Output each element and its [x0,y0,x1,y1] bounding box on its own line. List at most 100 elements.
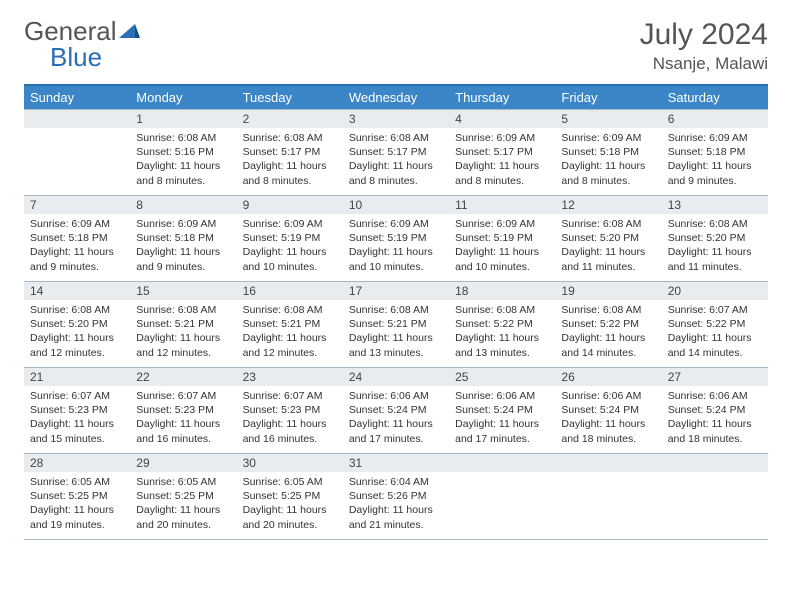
day-number: 5 [555,110,661,128]
calendar-week-row: 7Sunrise: 6:09 AMSunset: 5:18 PMDaylight… [24,196,768,282]
day-details: Sunrise: 6:06 AMSunset: 5:24 PMDaylight:… [555,386,661,450]
day-details: Sunrise: 6:09 AMSunset: 5:19 PMDaylight:… [449,214,555,278]
day-details: Sunrise: 6:08 AMSunset: 5:21 PMDaylight:… [130,300,236,364]
calendar-cell: 7Sunrise: 6:09 AMSunset: 5:18 PMDaylight… [24,196,130,282]
day-header: Friday [555,85,661,110]
day-details: Sunrise: 6:09 AMSunset: 5:19 PMDaylight:… [343,214,449,278]
day-details: Sunrise: 6:06 AMSunset: 5:24 PMDaylight:… [449,386,555,450]
sunrise-text: Sunrise: 6:09 AM [668,131,762,145]
day-number: 6 [662,110,768,128]
daylight-text: Daylight: 11 hours and 17 minutes. [349,417,443,445]
day-details: Sunrise: 6:06 AMSunset: 5:24 PMDaylight:… [343,386,449,450]
day-number: 16 [237,282,343,300]
sunset-text: Sunset: 5:17 PM [455,145,549,159]
sunset-text: Sunset: 5:20 PM [668,231,762,245]
day-number: 13 [662,196,768,214]
daylight-text: Daylight: 11 hours and 11 minutes. [561,245,655,273]
day-number: 29 [130,454,236,472]
calendar-cell: 30Sunrise: 6:05 AMSunset: 5:25 PMDayligh… [237,454,343,540]
calendar-cell [662,454,768,540]
day-details: Sunrise: 6:08 AMSunset: 5:22 PMDaylight:… [555,300,661,364]
sunrise-text: Sunrise: 6:08 AM [30,303,124,317]
daylight-text: Daylight: 11 hours and 16 minutes. [243,417,337,445]
calendar-cell: 1Sunrise: 6:08 AMSunset: 5:16 PMDaylight… [130,110,236,196]
sunset-text: Sunset: 5:24 PM [668,403,762,417]
day-details: Sunrise: 6:08 AMSunset: 5:20 PMDaylight:… [24,300,130,364]
day-details: Sunrise: 6:08 AMSunset: 5:17 PMDaylight:… [237,128,343,192]
location: Nsanje, Malawi [640,54,768,74]
sunrise-text: Sunrise: 6:08 AM [136,131,230,145]
daylight-text: Daylight: 11 hours and 14 minutes. [668,331,762,359]
sunrise-text: Sunrise: 6:08 AM [349,131,443,145]
day-number: 27 [662,368,768,386]
calendar-cell: 5Sunrise: 6:09 AMSunset: 5:18 PMDaylight… [555,110,661,196]
sunrise-text: Sunrise: 6:08 AM [243,131,337,145]
daylight-text: Daylight: 11 hours and 21 minutes. [349,503,443,531]
daylight-text: Daylight: 11 hours and 17 minutes. [455,417,549,445]
day-details: Sunrise: 6:07 AMSunset: 5:23 PMDaylight:… [24,386,130,450]
daylight-text: Daylight: 11 hours and 8 minutes. [243,159,337,187]
calendar-week-row: 21Sunrise: 6:07 AMSunset: 5:23 PMDayligh… [24,368,768,454]
sunrise-text: Sunrise: 6:07 AM [243,389,337,403]
day-number: 3 [343,110,449,128]
day-number [24,110,130,128]
day-details: Sunrise: 6:07 AMSunset: 5:23 PMDaylight:… [237,386,343,450]
day-details: Sunrise: 6:09 AMSunset: 5:18 PMDaylight:… [24,214,130,278]
day-number: 30 [237,454,343,472]
sunrise-text: Sunrise: 6:09 AM [136,217,230,231]
day-number: 26 [555,368,661,386]
day-header: Monday [130,85,236,110]
day-number: 15 [130,282,236,300]
day-number: 18 [449,282,555,300]
logo-triangle-icon [119,18,141,44]
sunset-text: Sunset: 5:23 PM [30,403,124,417]
calendar-cell: 27Sunrise: 6:06 AMSunset: 5:24 PMDayligh… [662,368,768,454]
daylight-text: Daylight: 11 hours and 8 minutes. [136,159,230,187]
sunrise-text: Sunrise: 6:05 AM [243,475,337,489]
sunset-text: Sunset: 5:21 PM [349,317,443,331]
day-number: 14 [24,282,130,300]
day-details: Sunrise: 6:05 AMSunset: 5:25 PMDaylight:… [237,472,343,536]
day-header: Tuesday [237,85,343,110]
daylight-text: Daylight: 11 hours and 15 minutes. [30,417,124,445]
calendar-cell: 16Sunrise: 6:08 AMSunset: 5:21 PMDayligh… [237,282,343,368]
calendar-cell: 8Sunrise: 6:09 AMSunset: 5:18 PMDaylight… [130,196,236,282]
sunset-text: Sunset: 5:18 PM [136,231,230,245]
sunrise-text: Sunrise: 6:06 AM [668,389,762,403]
calendar-cell: 6Sunrise: 6:09 AMSunset: 5:18 PMDaylight… [662,110,768,196]
sunrise-text: Sunrise: 6:05 AM [30,475,124,489]
sunrise-text: Sunrise: 6:08 AM [136,303,230,317]
day-header: Sunday [24,85,130,110]
calendar-cell: 29Sunrise: 6:05 AMSunset: 5:25 PMDayligh… [130,454,236,540]
calendar-cell: 19Sunrise: 6:08 AMSunset: 5:22 PMDayligh… [555,282,661,368]
calendar-cell: 2Sunrise: 6:08 AMSunset: 5:17 PMDaylight… [237,110,343,196]
sunrise-text: Sunrise: 6:09 AM [561,131,655,145]
day-number: 17 [343,282,449,300]
sunset-text: Sunset: 5:18 PM [561,145,655,159]
calendar-cell: 26Sunrise: 6:06 AMSunset: 5:24 PMDayligh… [555,368,661,454]
sunrise-text: Sunrise: 6:07 AM [30,389,124,403]
day-details: Sunrise: 6:05 AMSunset: 5:25 PMDaylight:… [24,472,130,536]
calendar-cell: 3Sunrise: 6:08 AMSunset: 5:17 PMDaylight… [343,110,449,196]
day-details: Sunrise: 6:09 AMSunset: 5:18 PMDaylight:… [130,214,236,278]
sunset-text: Sunset: 5:25 PM [243,489,337,503]
sunrise-text: Sunrise: 6:08 AM [455,303,549,317]
day-number: 19 [555,282,661,300]
day-number [555,454,661,472]
calendar-cell: 21Sunrise: 6:07 AMSunset: 5:23 PMDayligh… [24,368,130,454]
sunrise-text: Sunrise: 6:08 AM [561,217,655,231]
sunset-text: Sunset: 5:23 PM [136,403,230,417]
calendar-cell: 15Sunrise: 6:08 AMSunset: 5:21 PMDayligh… [130,282,236,368]
sunrise-text: Sunrise: 6:07 AM [668,303,762,317]
sunrise-text: Sunrise: 6:08 AM [561,303,655,317]
sunrise-text: Sunrise: 6:09 AM [455,131,549,145]
sunset-text: Sunset: 5:16 PM [136,145,230,159]
daylight-text: Daylight: 11 hours and 9 minutes. [668,159,762,187]
day-details: Sunrise: 6:09 AMSunset: 5:19 PMDaylight:… [237,214,343,278]
month-title: July 2024 [640,18,768,52]
day-number: 4 [449,110,555,128]
daylight-text: Daylight: 11 hours and 10 minutes. [455,245,549,273]
calendar-cell: 11Sunrise: 6:09 AMSunset: 5:19 PMDayligh… [449,196,555,282]
day-header-row: Sunday Monday Tuesday Wednesday Thursday… [24,85,768,110]
daylight-text: Daylight: 11 hours and 9 minutes. [136,245,230,273]
